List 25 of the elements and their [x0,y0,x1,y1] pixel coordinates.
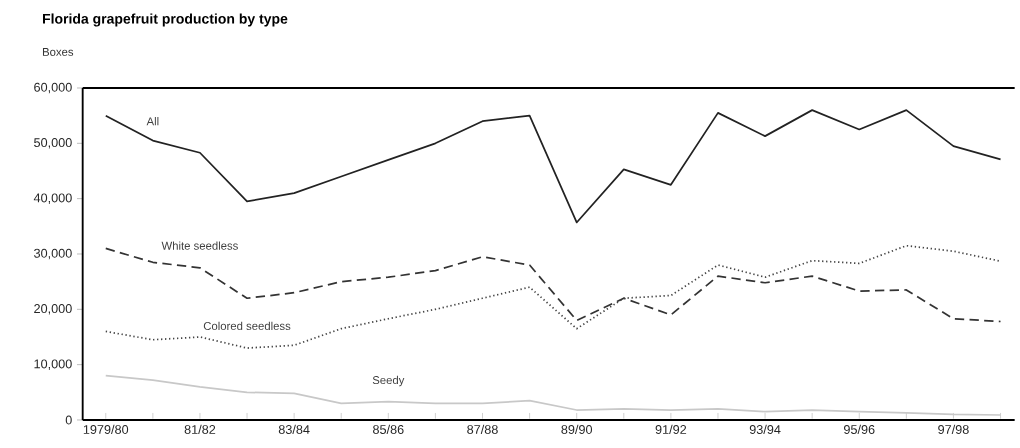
line-series [104,109,1002,224]
x-tick-label: 1979/80 [83,424,129,434]
line-series [104,374,1002,416]
y-tick-label: 10,000 [34,359,72,370]
y-tick-label: 30,000 [34,248,72,260]
x-tick-label: 95/96 [843,424,875,434]
x-tick-label: 93/94 [749,424,781,434]
series-label: Colored seedless [203,321,291,330]
series-label: Seedy [372,375,405,387]
x-tick-label: 89/90 [561,424,593,434]
series-label: White seedless [161,241,238,250]
series-label: All [146,116,159,126]
y-tick-label: 50,000 [34,138,72,149]
x-tick-label: 97/98 [938,424,969,434]
y-tick-label: 20,000 [34,304,72,315]
chart-title: Florida grapefruit production by type [43,13,288,27]
x-tick-label: 81/82 [184,424,216,434]
y-tick-label: 0 [65,415,72,425]
x-tick-label: 91/92 [655,424,687,434]
y-tick-label: 40,000 [33,193,72,204]
x-tick-label: 85/86 [373,424,404,434]
x-tick-label: 87/88 [467,424,498,434]
y-tick-label: 60,000 [34,82,72,94]
x-tick-label: 83/84 [278,424,310,434]
y-axis-title: Boxes [42,48,74,56]
